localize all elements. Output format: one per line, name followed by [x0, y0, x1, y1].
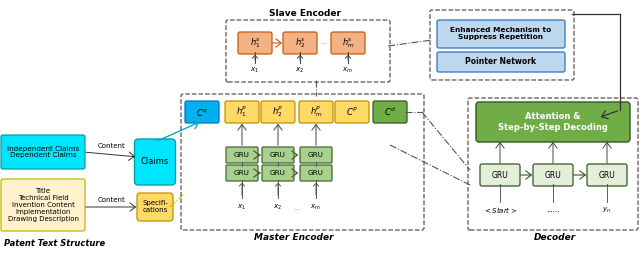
FancyBboxPatch shape [1, 179, 85, 231]
FancyBboxPatch shape [137, 193, 173, 221]
Text: $C^P$: $C^P$ [346, 106, 358, 118]
Text: $y_n$: $y_n$ [602, 205, 612, 215]
FancyBboxPatch shape [437, 20, 565, 48]
FancyBboxPatch shape [533, 164, 573, 186]
Text: $x_1$: $x_1$ [250, 65, 260, 75]
Text: $x_1$: $x_1$ [237, 203, 246, 212]
Text: Pointer Network: Pointer Network [465, 58, 536, 67]
Text: $C^q$: $C^q$ [196, 106, 208, 117]
FancyBboxPatch shape [1, 135, 85, 169]
Text: GRU: GRU [234, 152, 250, 158]
Text: $h_2^P$: $h_2^P$ [272, 105, 284, 120]
FancyBboxPatch shape [300, 165, 332, 181]
Text: $C^d$: $C^d$ [384, 106, 396, 118]
FancyBboxPatch shape [299, 101, 333, 123]
FancyBboxPatch shape [261, 101, 295, 123]
FancyBboxPatch shape [587, 164, 627, 186]
Text: $h_m^P$: $h_m^P$ [310, 105, 323, 120]
FancyBboxPatch shape [437, 52, 565, 72]
Text: $x_2$: $x_2$ [273, 203, 282, 212]
Text: ......: ...... [547, 207, 560, 213]
FancyBboxPatch shape [283, 32, 317, 54]
Text: $h_m^s$: $h_m^s$ [342, 36, 355, 50]
Text: GRU: GRU [270, 170, 286, 176]
FancyBboxPatch shape [134, 139, 175, 185]
Text: Specifi-
cations: Specifi- cations [142, 200, 168, 214]
Text: GRU: GRU [492, 170, 508, 179]
FancyBboxPatch shape [262, 147, 294, 163]
Text: $x_2$: $x_2$ [296, 65, 305, 75]
Text: Attention &
Step-by-Step Decoding: Attention & Step-by-Step Decoding [498, 112, 608, 132]
Text: GRU: GRU [598, 170, 616, 179]
FancyBboxPatch shape [331, 32, 365, 54]
FancyBboxPatch shape [185, 101, 219, 123]
FancyBboxPatch shape [262, 165, 294, 181]
FancyBboxPatch shape [300, 147, 332, 163]
FancyBboxPatch shape [373, 101, 407, 123]
Text: ...: ... [293, 203, 301, 212]
Text: Claims: Claims [141, 158, 169, 167]
FancyBboxPatch shape [226, 147, 258, 163]
Text: $h_1^s$: $h_1^s$ [250, 36, 260, 50]
Text: $<Start>$: $<Start>$ [483, 205, 517, 215]
Text: Content: Content [98, 197, 126, 203]
FancyBboxPatch shape [226, 165, 258, 181]
FancyBboxPatch shape [238, 32, 272, 54]
Text: $x_m$: $x_m$ [342, 65, 353, 75]
Text: Patent Text Structure: Patent Text Structure [4, 240, 106, 249]
Text: GRU: GRU [545, 170, 561, 179]
Text: Content: Content [98, 143, 126, 149]
FancyBboxPatch shape [480, 164, 520, 186]
FancyBboxPatch shape [335, 101, 369, 123]
Text: GRU: GRU [308, 152, 324, 158]
Text: $x_m$: $x_m$ [310, 203, 321, 212]
Text: $h_1^P$: $h_1^P$ [236, 105, 248, 120]
Text: Independent Claims
Dependent Claims: Independent Claims Dependent Claims [7, 145, 79, 159]
Text: Slave Encoder: Slave Encoder [269, 10, 341, 19]
Text: Title
Technical Field
Invention Content
Implementation
Drawing Description: Title Technical Field Invention Content … [8, 188, 79, 222]
Text: Decoder: Decoder [534, 234, 576, 243]
Text: Master Encoder: Master Encoder [254, 234, 334, 243]
Text: $h_2^s$: $h_2^s$ [294, 36, 305, 50]
FancyBboxPatch shape [225, 101, 259, 123]
FancyBboxPatch shape [476, 102, 630, 142]
Text: ...: ... [320, 38, 328, 47]
Text: GRU: GRU [270, 152, 286, 158]
Text: GRU: GRU [234, 170, 250, 176]
Text: GRU: GRU [308, 170, 324, 176]
Text: Enhanced Mechanism to
Suppress Repetition: Enhanced Mechanism to Suppress Repetitio… [451, 27, 552, 41]
